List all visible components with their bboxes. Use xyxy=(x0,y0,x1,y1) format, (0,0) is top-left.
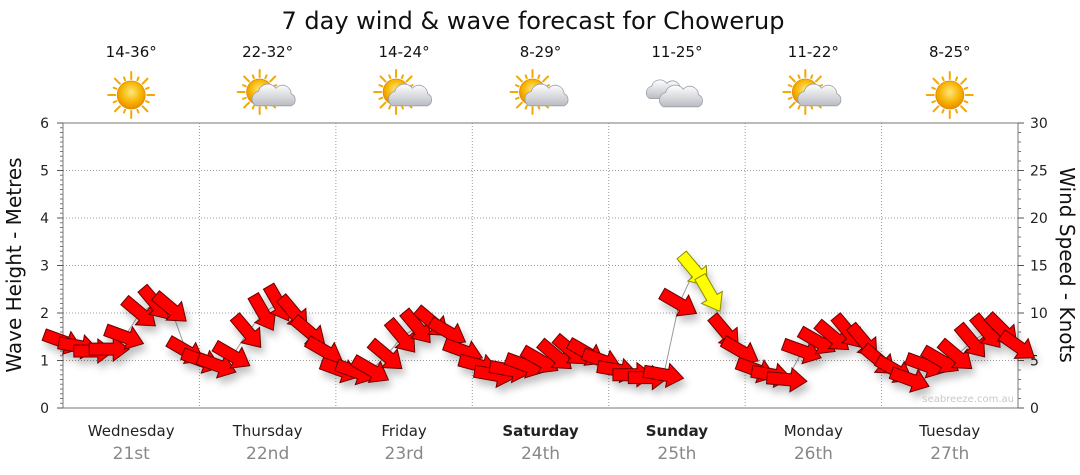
wind-direction-arrow xyxy=(936,337,973,370)
sunny-icon xyxy=(925,71,974,119)
day-name-label: Saturday xyxy=(502,422,579,440)
y-tick-label: 5 xyxy=(40,164,49,180)
wind-direction-arrow xyxy=(642,362,685,389)
day-date-label: 21st xyxy=(113,444,150,464)
wind-direction-arrow xyxy=(350,354,390,384)
y2-tick-label: 30 xyxy=(1030,116,1048,132)
wind-direction-arrow xyxy=(953,321,986,358)
partly-cloudy-icon xyxy=(236,69,296,115)
day-date-label: 22nd xyxy=(246,444,289,464)
y2-tick-label: 15 xyxy=(1030,259,1048,275)
day-date-label: 27th xyxy=(930,444,969,464)
y-tick-label: 6 xyxy=(40,116,49,132)
y-tick-label: 0 xyxy=(40,401,49,417)
wind-direction-arrow xyxy=(88,336,131,363)
day-name-label: Tuesday xyxy=(918,422,980,440)
wind-direction-arrow xyxy=(813,318,850,351)
day-temp-range: 14-24° xyxy=(379,43,430,61)
wind-direction-arrow xyxy=(765,366,808,393)
day-date-label: 25th xyxy=(657,444,696,464)
day-name-label: Wednesday xyxy=(88,422,175,440)
y2-axis-title: Wind Speed - Knots xyxy=(1055,167,1079,363)
wind-direction-arrow xyxy=(383,316,416,353)
day-date-label: 23rd xyxy=(385,444,424,464)
day-date-label: 24th xyxy=(521,444,560,464)
day-name-label: Thursday xyxy=(232,422,303,440)
chart-title: 7 day wind & wave forecast for Chowerup xyxy=(282,7,785,35)
wind-direction-arrow xyxy=(211,339,251,369)
y-tick-label: 1 xyxy=(40,354,49,370)
wind-direction-arrow xyxy=(150,290,187,322)
y2-tick-label: 5 xyxy=(1030,354,1039,370)
partly-cloudy-icon xyxy=(782,69,842,115)
partly-cloudy-icon xyxy=(509,69,569,115)
day-temp-range: 14-36° xyxy=(106,43,157,61)
cloudy-icon xyxy=(645,79,703,108)
sunny-icon xyxy=(107,71,156,119)
wind-direction-arrow xyxy=(888,366,930,393)
wind-direction-arrow xyxy=(536,337,572,370)
y2-tick-label: 20 xyxy=(1030,211,1048,227)
day-name-label: Monday xyxy=(784,422,843,440)
y-tick-label: 3 xyxy=(40,259,49,275)
day-temp-range: 11-22° xyxy=(788,43,839,61)
wind-direction-arrow xyxy=(997,329,1036,359)
wind-direction-arrow xyxy=(658,287,698,317)
day-temp-range: 8-25° xyxy=(929,43,971,61)
y2-tick-label: 10 xyxy=(1030,306,1048,322)
day-temp-range: 11-25° xyxy=(651,43,702,61)
watermark: seabreeze.com.au xyxy=(922,394,1014,405)
wind-direction-arrow xyxy=(366,337,403,370)
y-axis-title: Wave Height - Metres xyxy=(2,157,26,372)
y2-tick-label: 0 xyxy=(1030,401,1039,417)
day-name-label: Sunday xyxy=(646,422,709,440)
y-tick-label: 2 xyxy=(40,306,49,322)
wind-direction-arrow xyxy=(694,272,723,313)
partly-cloudy-icon xyxy=(373,69,433,115)
y2-tick-label: 25 xyxy=(1030,164,1048,180)
day-date-label: 26th xyxy=(794,444,833,464)
day-temp-range: 8-29° xyxy=(520,43,562,61)
y-tick-label: 4 xyxy=(40,211,49,227)
wind-direction-arrow xyxy=(103,323,145,351)
wind-direction-arrow xyxy=(120,294,156,327)
wind-direction-arrow xyxy=(229,312,262,348)
day-temp-range: 22-32° xyxy=(242,43,293,61)
day-name-label: Friday xyxy=(381,422,427,440)
wind-direction-arrow xyxy=(399,307,431,344)
